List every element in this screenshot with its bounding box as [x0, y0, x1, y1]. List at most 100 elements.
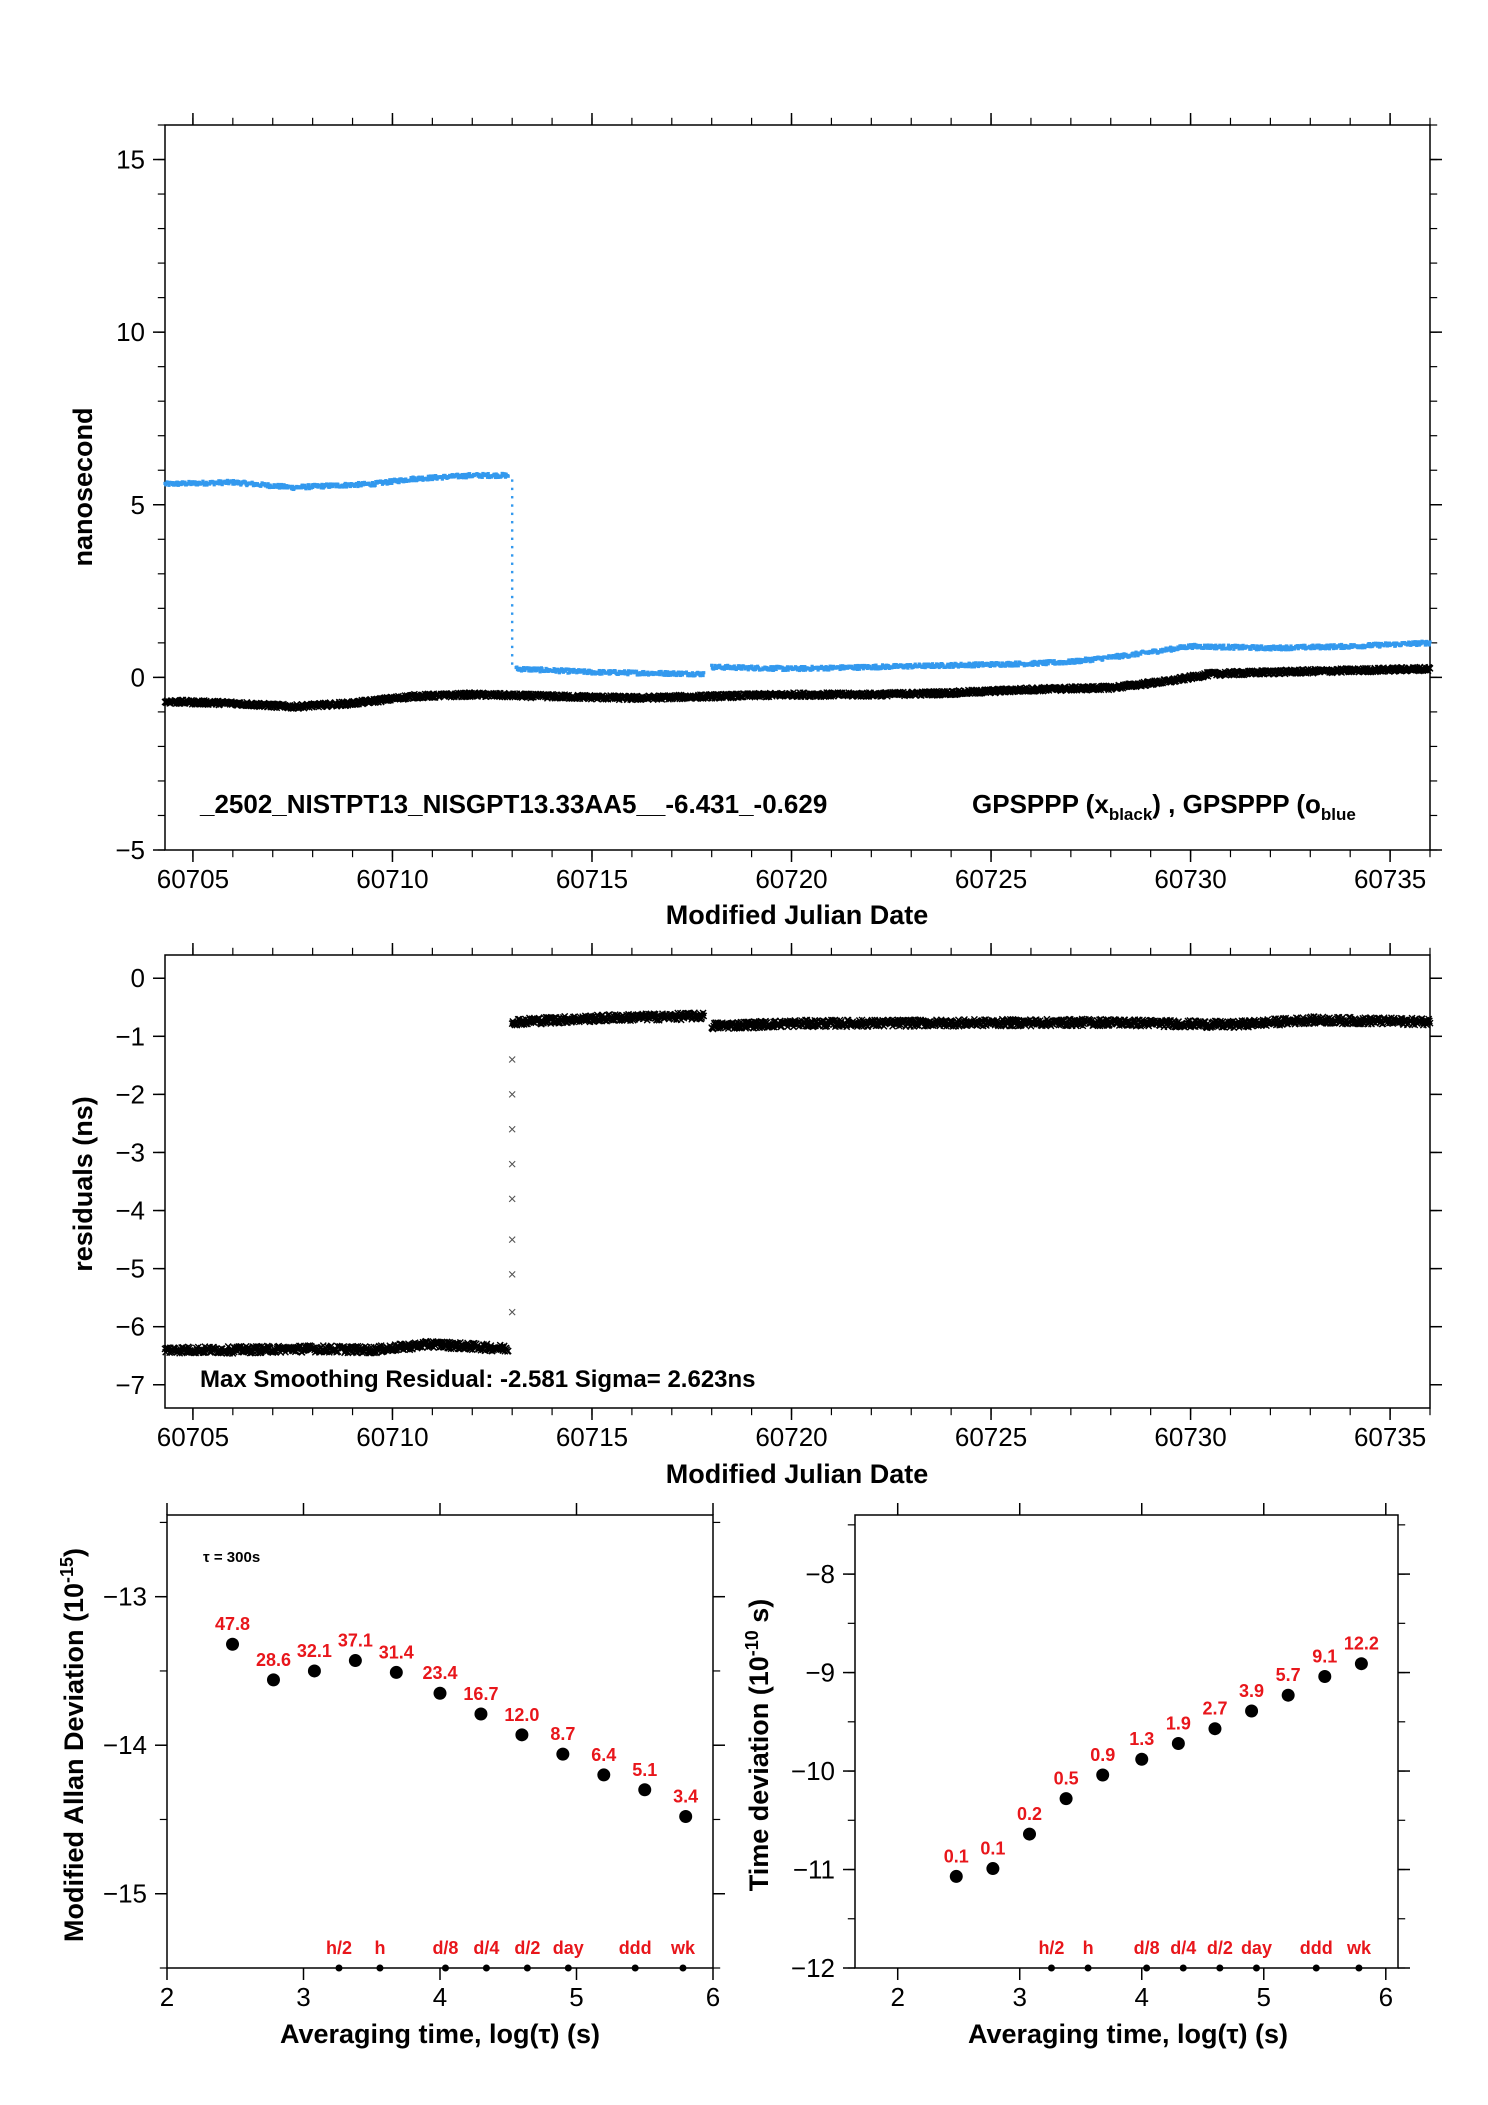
- data-point: [732, 664, 736, 668]
- data-point: [504, 1347, 512, 1355]
- data-point: [1045, 659, 1049, 663]
- data-point: [386, 479, 390, 483]
- y-tick-label: 5: [131, 490, 145, 520]
- data-point: [1084, 659, 1088, 664]
- data-point: [1121, 655, 1125, 659]
- data-point: [567, 671, 571, 675]
- data-point: [926, 665, 930, 669]
- y-tick-label: −5: [115, 835, 145, 865]
- data-point: [1423, 641, 1427, 645]
- data-point: [259, 484, 263, 488]
- data-point: [1101, 658, 1105, 662]
- data-point: [1270, 644, 1274, 649]
- data-point: [388, 478, 392, 482]
- data-point: [1014, 660, 1018, 664]
- data-point: [343, 481, 347, 486]
- data-point: [1427, 643, 1431, 647]
- data-point: [972, 665, 977, 669]
- data-point: [702, 671, 706, 675]
- data-point: [600, 672, 604, 676]
- data-point: [434, 474, 438, 478]
- data-point: [980, 661, 984, 665]
- data-point: [396, 478, 400, 482]
- y-tick-label: −4: [115, 1196, 145, 1226]
- data-point: [978, 664, 982, 668]
- transition-point: [510, 554, 514, 557]
- data-point: [463, 472, 467, 477]
- data-point: [883, 666, 887, 671]
- data-point: [1315, 643, 1319, 647]
- data-point: [460, 472, 464, 477]
- y-tick-label: −5: [115, 1254, 145, 1284]
- data-point: [358, 481, 362, 485]
- data-point: [954, 662, 959, 666]
- data-point: [873, 667, 877, 671]
- data-point: [1385, 644, 1390, 648]
- data-point: [853, 664, 857, 668]
- data-point: [713, 663, 717, 668]
- data-point: [360, 481, 365, 485]
- data-point: [1240, 647, 1245, 651]
- data-point: [668, 673, 673, 677]
- data-point: [701, 673, 705, 678]
- data-point: [1169, 649, 1173, 653]
- data-point: [966, 665, 971, 669]
- data-point: [1301, 646, 1305, 650]
- data-point: [827, 668, 831, 672]
- data-point: [1323, 647, 1328, 651]
- data-point: [225, 478, 230, 483]
- data-point: [690, 671, 695, 675]
- data-point: [1308, 644, 1312, 648]
- data-point: [1036, 663, 1040, 667]
- data-point: [1252, 644, 1256, 648]
- data-point: [1212, 647, 1217, 651]
- transition-point: [510, 654, 514, 657]
- data-point: [410, 477, 415, 481]
- data-point: [1074, 657, 1078, 661]
- data-point: [1211, 644, 1215, 648]
- data-point: [700, 1012, 708, 1020]
- y-tick-label: −3: [115, 1137, 145, 1167]
- data-point: [697, 671, 701, 675]
- data-point: [486, 471, 490, 476]
- data-point: [662, 671, 666, 675]
- data-point: [789, 665, 794, 669]
- data-point: [328, 485, 332, 489]
- data-point: [938, 664, 943, 669]
- transition-point: [510, 496, 514, 499]
- data-point: [736, 666, 740, 670]
- data-point: [1133, 654, 1137, 658]
- data-point: [319, 486, 323, 490]
- data-point: [1317, 643, 1321, 647]
- data-point: [551, 669, 556, 674]
- x-tick-label: 60725: [955, 864, 1027, 894]
- x-tick-label: 60715: [556, 1422, 628, 1452]
- data-point: [545, 667, 550, 671]
- data-point: [1134, 650, 1138, 654]
- data-point: [738, 664, 742, 668]
- data-point: [885, 665, 889, 670]
- data-point: [1067, 658, 1071, 662]
- data-point: [237, 479, 241, 484]
- x-tick-label: 60730: [1154, 1422, 1226, 1452]
- data-point: [774, 667, 778, 672]
- transition-point: [510, 645, 514, 649]
- data-point: [367, 481, 371, 485]
- data-point: [1220, 645, 1225, 649]
- x-tick-label: 60720: [755, 1422, 827, 1452]
- transition-point: [510, 529, 514, 532]
- data-point: [771, 668, 776, 672]
- data-point: [212, 483, 216, 487]
- data-point: [1198, 643, 1203, 648]
- data-point: [528, 669, 532, 673]
- data-point: [1004, 664, 1008, 668]
- blue-series: [163, 471, 1432, 678]
- data-point: [307, 483, 311, 487]
- data-point: [658, 673, 662, 677]
- data-point: [554, 670, 558, 674]
- data-point: [1188, 643, 1193, 647]
- data-point: [1278, 644, 1282, 648]
- data-point: [1139, 652, 1143, 656]
- data-point: [1222, 643, 1226, 647]
- data-point: [352, 484, 357, 488]
